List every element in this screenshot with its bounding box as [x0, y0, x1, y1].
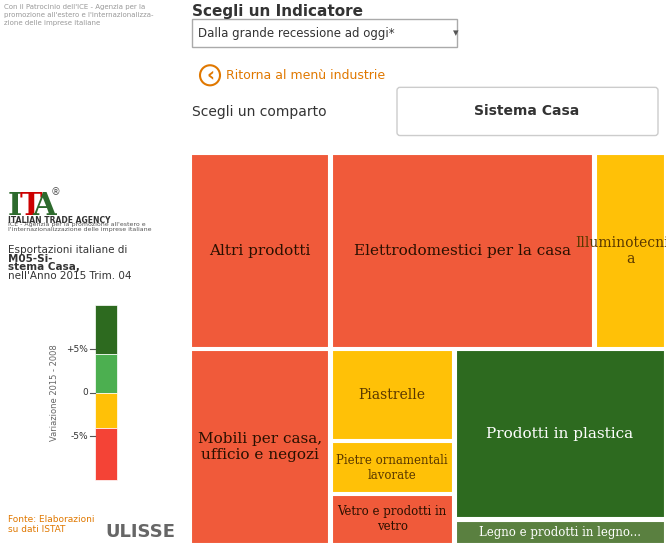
Text: stema Casa,: stema Casa, [8, 263, 80, 272]
Bar [95, 354, 117, 393]
Text: I: I [8, 191, 22, 221]
Bar [456, 520, 665, 544]
Text: Mobili per casa,
ufficio e negozi: Mobili per casa, ufficio e negozi [198, 432, 322, 462]
Text: Scegli un comparto: Scegli un comparto [192, 105, 326, 119]
Bar [191, 350, 329, 544]
Text: 0: 0 [82, 388, 88, 397]
Circle shape [200, 65, 220, 86]
Text: +5%: +5% [66, 344, 88, 354]
Text: Piastrelle: Piastrelle [359, 388, 426, 402]
Text: l'internazionalizzazione delle imprese italiane: l'internazionalizzazione delle imprese i… [8, 227, 151, 233]
Bar [95, 393, 117, 428]
Bar [332, 350, 453, 440]
Text: Variazione 2015 - 2008: Variazione 2015 - 2008 [51, 344, 59, 441]
Text: ICE - Agenzia per la promozione all'estero e: ICE - Agenzia per la promozione all'este… [8, 222, 146, 227]
Bar [456, 350, 665, 518]
Text: ULISSE: ULISSE [105, 523, 175, 541]
Text: ®: ® [51, 187, 61, 197]
Text: Vetro e prodotti in
vetro: Vetro e prodotti in vetro [338, 506, 447, 534]
Text: Dalla grande recessione ad oggi*: Dalla grande recessione ad oggi* [198, 27, 395, 40]
Bar [95, 428, 117, 480]
Text: ‹: ‹ [206, 66, 214, 85]
Text: M05-Si-: M05-Si- [8, 255, 53, 264]
Text: ITALIAN TRADE AGENCY: ITALIAN TRADE AGENCY [8, 215, 111, 225]
Bar [95, 305, 117, 354]
Bar [596, 154, 665, 348]
Text: Altri prodotti: Altri prodotti [209, 244, 311, 258]
Text: nell'Anno 2015 Trim. 04: nell'Anno 2015 Trim. 04 [8, 271, 131, 281]
Text: Sistema Casa: Sistema Casa [474, 105, 579, 118]
Text: Illuminotecnica
a: Illuminotecnica a [575, 235, 666, 266]
Text: T: T [20, 191, 43, 221]
Text: Elettrodomestici per la casa: Elettrodomestici per la casa [354, 244, 571, 258]
Text: Scegli un Indicatore: Scegli un Indicatore [192, 4, 363, 19]
Text: Prodotti in plastica: Prodotti in plastica [486, 427, 633, 441]
Text: Fonte: Elaborazioni
su dati ISTAT: Fonte: Elaborazioni su dati ISTAT [8, 515, 95, 535]
Bar [332, 154, 593, 348]
Bar [332, 442, 453, 493]
Text: A: A [32, 191, 55, 221]
Bar [191, 154, 329, 348]
FancyBboxPatch shape [192, 19, 457, 47]
Text: ▾: ▾ [453, 28, 459, 38]
Text: Con il Patrocinio dell'ICE - Agenzia per la
promozione all'estero e l'internazio: Con il Patrocinio dell'ICE - Agenzia per… [4, 4, 153, 26]
Text: -5%: -5% [71, 432, 88, 441]
Text: Ritorna al menù industrie: Ritorna al menù industrie [226, 69, 385, 82]
Text: Esportazioni italiane di: Esportazioni italiane di [8, 245, 131, 256]
Bar [332, 495, 453, 544]
Text: Legno e prodotti in legno...: Legno e prodotti in legno... [479, 526, 641, 539]
Text: Pietre ornamentali
lavorate: Pietre ornamentali lavorate [336, 453, 448, 481]
FancyBboxPatch shape [397, 87, 658, 136]
